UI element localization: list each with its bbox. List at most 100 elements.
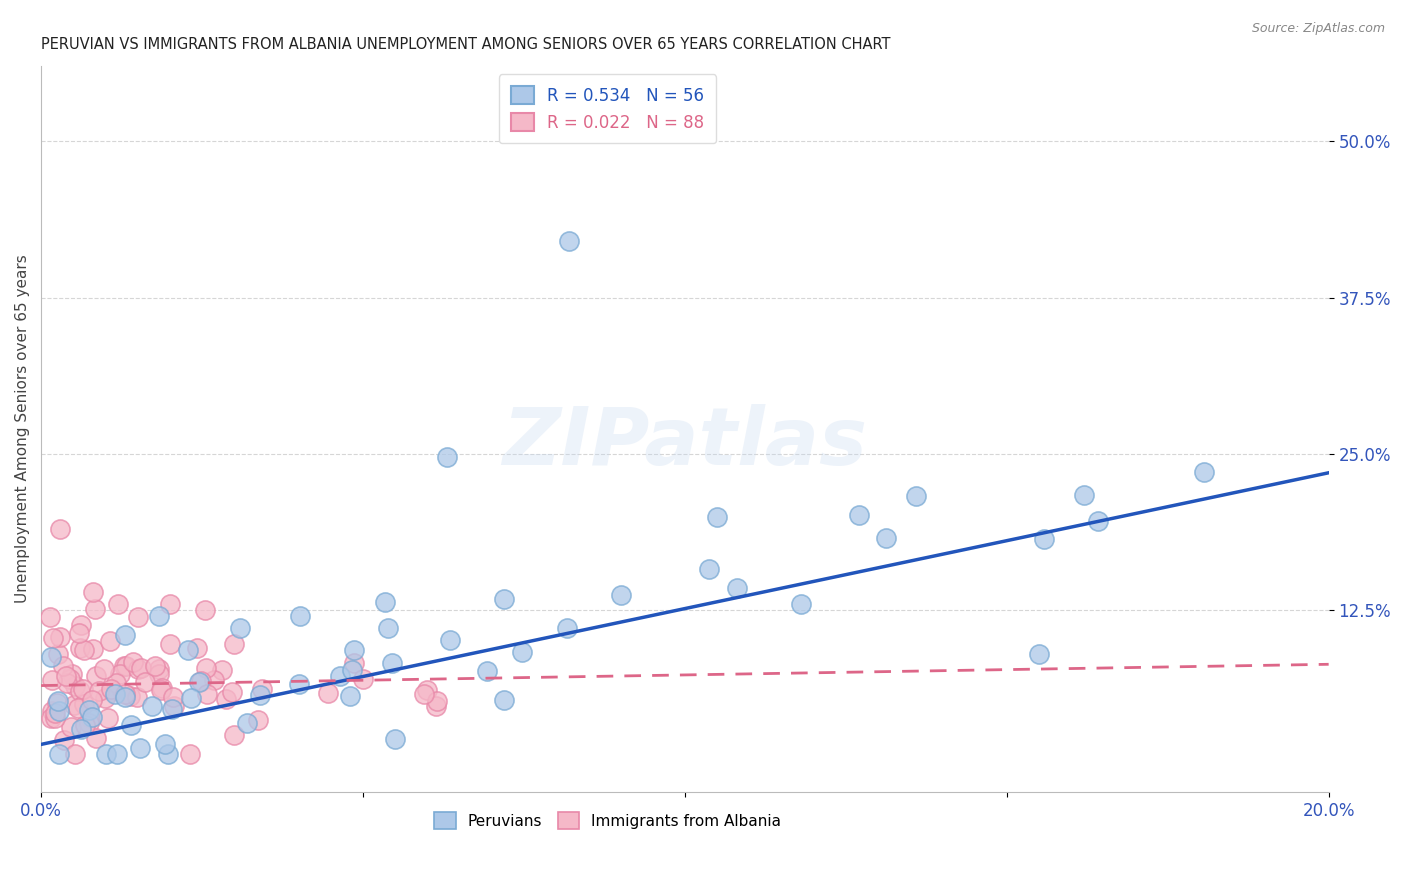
Point [699,561,721,575]
Point [72,681,94,696]
Point [55,669,77,683]
Point [128,741,150,756]
Text: ZIPatlas: ZIPatlas [502,404,868,483]
Point [848,508,870,523]
Point [84,601,107,615]
Point [215,691,238,706]
Point [222,637,245,651]
Point [80,710,103,724]
Point [180,690,202,705]
Point [159,637,181,651]
Point [129,661,152,675]
Point [179,747,201,762]
Point [558,234,581,248]
Text: Source: ZipAtlas.com: Source: ZipAtlas.com [1251,22,1385,36]
Point [59,673,82,687]
Point [82,641,104,656]
Point [159,597,181,611]
Point [107,597,129,611]
Point [343,642,366,657]
Point [250,681,273,696]
Point [235,715,257,730]
Point [477,664,499,678]
Point [384,732,406,747]
Point [416,682,439,697]
Point [162,690,184,705]
Point [186,640,208,655]
Point [374,595,396,609]
Point [246,714,269,728]
Point [44,706,66,720]
Point [41,631,63,645]
Point [49,630,72,644]
Point [55,675,77,690]
Point [555,621,578,635]
Point [104,687,127,701]
Y-axis label: Unemployment Among Seniors over 65 years: Unemployment Among Seniors over 65 years [15,254,30,603]
Point [48,704,70,718]
Point [49,522,72,536]
Text: PERUVIAN VS IMMIGRANTS FROM ALBANIA UNEMPLOYMENT AMONG SENIORS OVER 65 YEARS COR: PERUVIAN VS IMMIGRANTS FROM ALBANIA UNEM… [41,37,890,53]
Point [93,662,115,676]
Point [288,609,311,624]
Point [145,659,167,673]
Point [287,676,309,690]
Point [202,673,225,687]
Point [148,667,170,681]
Point [412,687,434,701]
Point [48,747,70,762]
Point [426,694,449,708]
Point [114,659,136,673]
Point [69,641,91,656]
Point [46,694,69,708]
Point [82,693,104,707]
Point [249,688,271,702]
Point [141,699,163,714]
Point [1087,514,1109,528]
Point [725,582,748,596]
Point [339,690,361,704]
Point [121,655,143,669]
Point [149,682,172,697]
Point [84,669,107,683]
Point [75,718,97,732]
Point [96,711,118,725]
Point [221,684,243,698]
Point [194,661,217,675]
Point [120,689,142,703]
Point [52,659,75,673]
Point [1073,488,1095,502]
Point [114,628,136,642]
Point [87,684,110,698]
Point [163,699,186,714]
Point [73,642,96,657]
Point [1032,533,1054,547]
Point [101,683,124,698]
Point [63,679,86,693]
Point [905,489,928,503]
Point [194,603,217,617]
Point [46,696,69,710]
Point [120,718,142,732]
Point [153,737,176,751]
Point [494,592,516,607]
Point [114,687,136,701]
Point [439,632,461,647]
Point [105,676,128,690]
Point [127,609,149,624]
Point [187,675,209,690]
Point [41,650,63,665]
Point [39,711,62,725]
Point [492,693,515,707]
Point [77,703,100,717]
Point [229,621,252,635]
Legend: Peruvians, Immigrants from Albania: Peruvians, Immigrants from Albania [427,806,787,835]
Point [160,702,183,716]
Point [60,720,83,734]
Point [222,728,245,742]
Point [177,642,200,657]
Point [46,648,69,662]
Point [44,711,66,725]
Point [377,621,399,635]
Point [510,645,533,659]
